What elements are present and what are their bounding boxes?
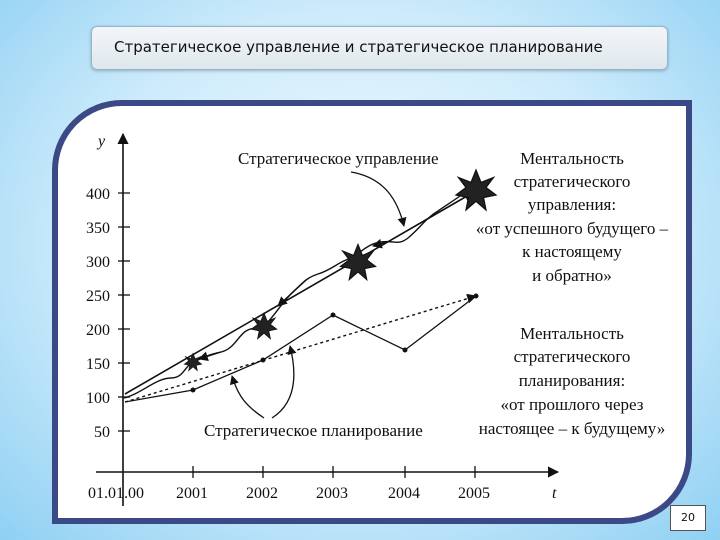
planning-points <box>190 293 479 393</box>
management-forward-line <box>124 191 475 395</box>
diagram-frame: y t 01.01.00 400 350 300 250 200 150 100… <box>52 100 692 524</box>
mentality-line: и обратно» <box>532 266 612 285</box>
x-tick-label: 2001 <box>176 485 208 502</box>
page-number: 20 <box>670 505 706 531</box>
mentality-line: «от успешного будущего – <box>476 219 669 238</box>
mentality-line: настоящее – к будущему» <box>479 419 665 438</box>
management-return-arrow <box>372 238 392 249</box>
title-box: Стратегическое управление и стратегическ… <box>91 26 668 70</box>
mentality-line: к настоящему <box>522 242 622 261</box>
planning-label-pointer <box>271 345 297 419</box>
y-tick-label: 300 <box>86 254 110 271</box>
planning-mentality-text: Ментальность стратегического планировани… <box>479 324 665 438</box>
x-ticks: 2001 2002 2003 2004 2005 <box>176 466 490 502</box>
y-tick-label: 50 <box>94 424 110 441</box>
mentality-line: Ментальность <box>520 149 624 168</box>
origin-label: 01.01.00 <box>88 485 144 502</box>
y-tick-label: 250 <box>86 288 110 305</box>
mentality-line: стратегического <box>514 347 631 366</box>
management-return-arrow <box>277 279 307 307</box>
y-tick-label: 200 <box>86 322 110 339</box>
y-tick-label: 400 <box>86 186 110 203</box>
management-wavy-path <box>123 189 469 399</box>
x-tick-label: 2004 <box>388 485 420 502</box>
planning-dotted-line <box>124 293 477 403</box>
planning-point <box>260 357 266 363</box>
slide-title: Стратегическое управление и стратегическ… <box>114 38 603 56</box>
mentality-line: планирования: <box>519 371 625 390</box>
x-tick-label: 2005 <box>458 485 490 502</box>
management-label-pointer <box>350 171 407 227</box>
y-tick-label: 100 <box>86 390 110 407</box>
diagram-svg: y t 01.01.00 400 350 300 250 200 150 100… <box>86 132 669 506</box>
management-mentality-text: Ментальность стратегического управления:… <box>476 149 669 285</box>
mentality-line: стратегического <box>514 172 631 191</box>
planning-point <box>402 347 408 353</box>
y-tick-label: 150 <box>86 356 110 373</box>
mentality-line: управления: <box>528 195 616 214</box>
mentality-line: «от прошлого через <box>501 395 644 414</box>
x-axis-label: t <box>552 485 557 502</box>
y-tick-label: 350 <box>86 220 110 237</box>
x-tick-label: 2002 <box>246 485 278 502</box>
planning-point <box>190 387 196 393</box>
planning-label-pointer <box>229 375 265 419</box>
management-label: Стратегическое управление <box>238 149 439 168</box>
star-burst-icon <box>250 312 278 340</box>
planning-zigzag <box>124 295 477 403</box>
x-tick-label: 2003 <box>316 485 348 502</box>
planning-point <box>330 312 336 318</box>
planning-point <box>473 293 479 299</box>
planning-label: Стратегическое планирование <box>204 421 423 440</box>
star-burst-icon <box>454 168 498 212</box>
star-burst-icon <box>183 352 203 372</box>
mentality-line: Ментальность <box>520 324 624 343</box>
y-axis-label: y <box>96 133 106 150</box>
management-return-arrow <box>198 351 222 361</box>
star-burst-icon <box>339 242 377 282</box>
y-ticks: 400 350 300 250 200 150 100 50 <box>86 186 130 441</box>
